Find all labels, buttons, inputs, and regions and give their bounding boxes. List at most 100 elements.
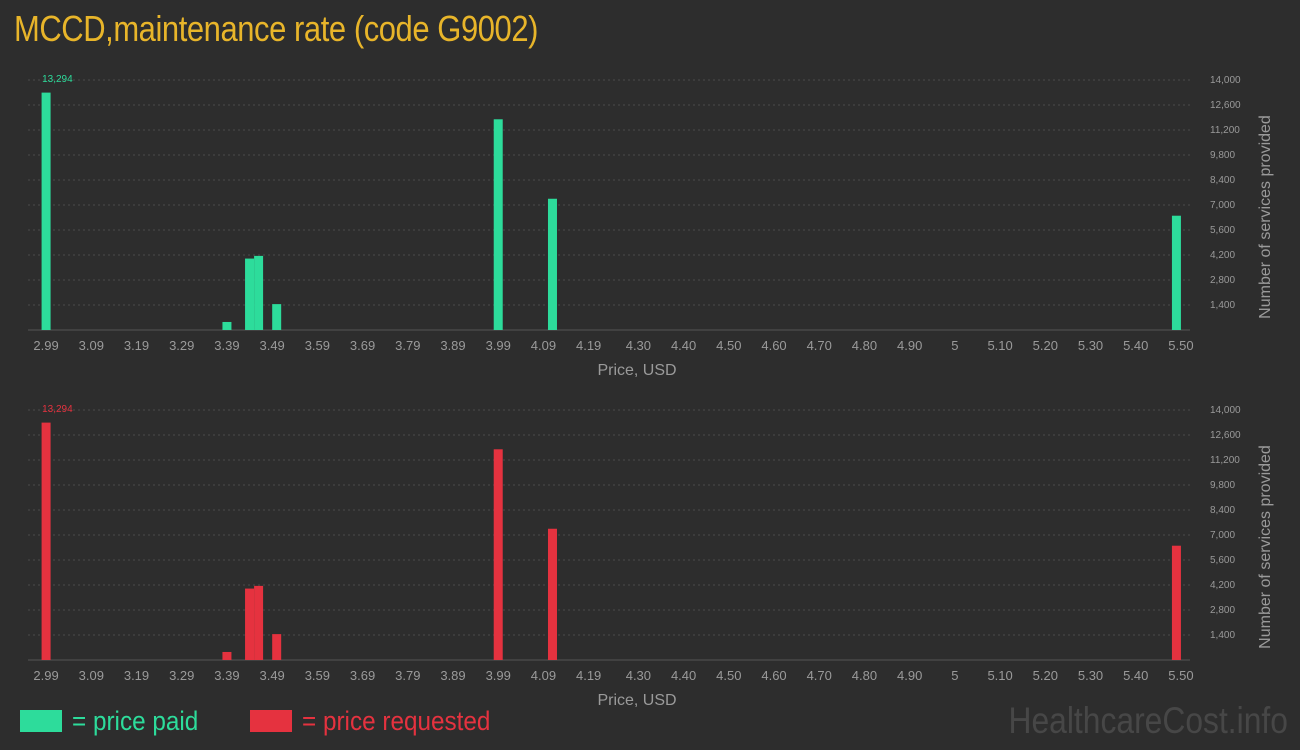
- x-tick-label: 3.69: [350, 338, 375, 353]
- x-axis-label: Price, USD: [597, 692, 676, 708]
- x-tick-label: 3.89: [440, 338, 465, 353]
- x-tick-label: 4.60: [761, 668, 786, 683]
- x-tick-label: 4.50: [716, 668, 741, 683]
- max-value-label: 13,294: [42, 74, 73, 85]
- x-tick-label: 3.29: [169, 668, 194, 683]
- y-tick-label: 5,600: [1210, 225, 1235, 236]
- y-tick-label: 4,200: [1210, 580, 1235, 591]
- bar: [41, 92, 51, 330]
- legend-swatch-requested: [250, 710, 292, 732]
- bar: [547, 528, 557, 660]
- bar: [254, 585, 264, 660]
- y-tick-label: 12,600: [1210, 430, 1241, 441]
- x-tick-label: 3.09: [79, 338, 104, 353]
- max-value-label: 13,294: [42, 404, 73, 415]
- y-tick-label: 8,400: [1210, 175, 1235, 186]
- y-tick-label: 9,800: [1210, 480, 1235, 491]
- legend-swatch-paid: [20, 710, 62, 732]
- x-tick-label: 5.40: [1123, 338, 1148, 353]
- x-tick-label: 3.19: [124, 668, 149, 683]
- x-tick-label: 2.99: [33, 668, 58, 683]
- watermark: HealthcareCost.info: [1008, 700, 1288, 741]
- x-tick-label: 4.90: [897, 338, 922, 353]
- x-tick-label: 5.20: [1033, 668, 1058, 683]
- y-tick-label: 12,600: [1210, 100, 1241, 111]
- y-tick-label: 14,000: [1210, 405, 1241, 416]
- x-tick-label: 3.99: [486, 668, 511, 683]
- x-tick-label: 4.19: [576, 338, 601, 353]
- y-tick-label: 4,200: [1210, 250, 1235, 261]
- x-tick-label: 3.39: [214, 338, 239, 353]
- x-tick-label: 3.79: [395, 668, 420, 683]
- x-tick-label: 4.09: [531, 338, 556, 353]
- bar: [245, 588, 255, 660]
- bar: [41, 422, 51, 660]
- x-tick-label: 3.19: [124, 338, 149, 353]
- bar: [272, 304, 282, 330]
- x-tick-label: 5.40: [1123, 668, 1148, 683]
- y-tick-label: 5,600: [1210, 555, 1235, 566]
- y-axis-label: Number of services provided: [1257, 115, 1274, 319]
- bar: [493, 119, 503, 331]
- bar: [222, 651, 232, 660]
- price-paid-chart: 1,400 2,800 4,200 5,600 7,000 8,400 9,800 11,20…: [28, 74, 1274, 378]
- y-tick-label: 7,000: [1210, 530, 1235, 541]
- y-tick-label: 8,400: [1210, 505, 1235, 516]
- bar: [272, 634, 282, 660]
- x-tick-label: 3.29: [169, 338, 194, 353]
- x-tick-label: 3.59: [305, 668, 330, 683]
- x-tick-label: 4.70: [807, 338, 832, 353]
- x-tick-label: 3.79: [395, 338, 420, 353]
- x-tick-label: 4.19: [576, 668, 601, 683]
- y-tick-label: 11,200: [1210, 455, 1240, 466]
- x-tick-label: 4.80: [852, 338, 877, 353]
- y-tick-label: 11,200: [1210, 125, 1240, 136]
- x-tick-label: 4.50: [716, 338, 741, 353]
- legend-label-paid: = price paid: [72, 705, 199, 736]
- y-tick-label: 1,400: [1210, 300, 1235, 311]
- y-tick-label: 2,800: [1210, 275, 1235, 286]
- legend-price-paid: = price paid: [20, 704, 212, 738]
- x-tick-label: 3.49: [259, 668, 284, 683]
- x-axis-label: Price, USD: [597, 362, 676, 378]
- bar: [493, 449, 503, 660]
- y-tick-label: 1,400: [1210, 630, 1235, 641]
- x-tick-label: 5.30: [1078, 668, 1103, 683]
- x-tick-label: 5.10: [987, 338, 1012, 353]
- x-tick-label: 5: [951, 668, 958, 683]
- x-tick-label: 5: [951, 338, 958, 353]
- x-tick-label: 3.89: [440, 668, 465, 683]
- bar: [1171, 215, 1181, 330]
- x-tick-label: 5.50: [1168, 668, 1193, 683]
- x-tick-label: 4.60: [761, 338, 786, 353]
- x-tick-label: 4.30: [626, 668, 651, 683]
- x-tick-label: 2.99: [33, 338, 58, 353]
- x-tick-label: 4.90: [897, 668, 922, 683]
- bar: [222, 321, 232, 330]
- x-tick-label: 5.30: [1078, 338, 1103, 353]
- legend-price-requested: = price requested: [250, 704, 511, 738]
- x-tick-label: 3.09: [79, 668, 104, 683]
- x-tick-label: 5.20: [1033, 338, 1058, 353]
- x-tick-label: 4.09: [531, 668, 556, 683]
- y-tick-label: 2,800: [1210, 605, 1235, 616]
- bar: [254, 255, 264, 330]
- legend-label-requested: = price requested: [302, 705, 491, 736]
- bar: [547, 198, 557, 330]
- x-tick-label: 4.70: [807, 668, 832, 683]
- x-tick-label: 4.30: [626, 338, 651, 353]
- y-tick-label: 14,000: [1210, 75, 1241, 86]
- price-requested-chart: 1,400 2,800 4,200 5,600 7,000 8,400 9,800 11,20…: [28, 404, 1274, 708]
- bar: [245, 258, 255, 330]
- x-tick-label: 3.99: [486, 338, 511, 353]
- y-tick-label: 7,000: [1210, 200, 1235, 211]
- x-tick-label: 4.40: [671, 668, 696, 683]
- x-tick-label: 3.39: [214, 668, 239, 683]
- x-tick-label: 3.69: [350, 668, 375, 683]
- y-axis-label: Number of services provided: [1257, 445, 1274, 649]
- x-tick-label: 5.50: [1168, 338, 1193, 353]
- x-tick-label: 5.10: [987, 668, 1012, 683]
- x-tick-label: 4.80: [852, 668, 877, 683]
- bar: [1171, 545, 1181, 660]
- x-tick-label: 4.40: [671, 338, 696, 353]
